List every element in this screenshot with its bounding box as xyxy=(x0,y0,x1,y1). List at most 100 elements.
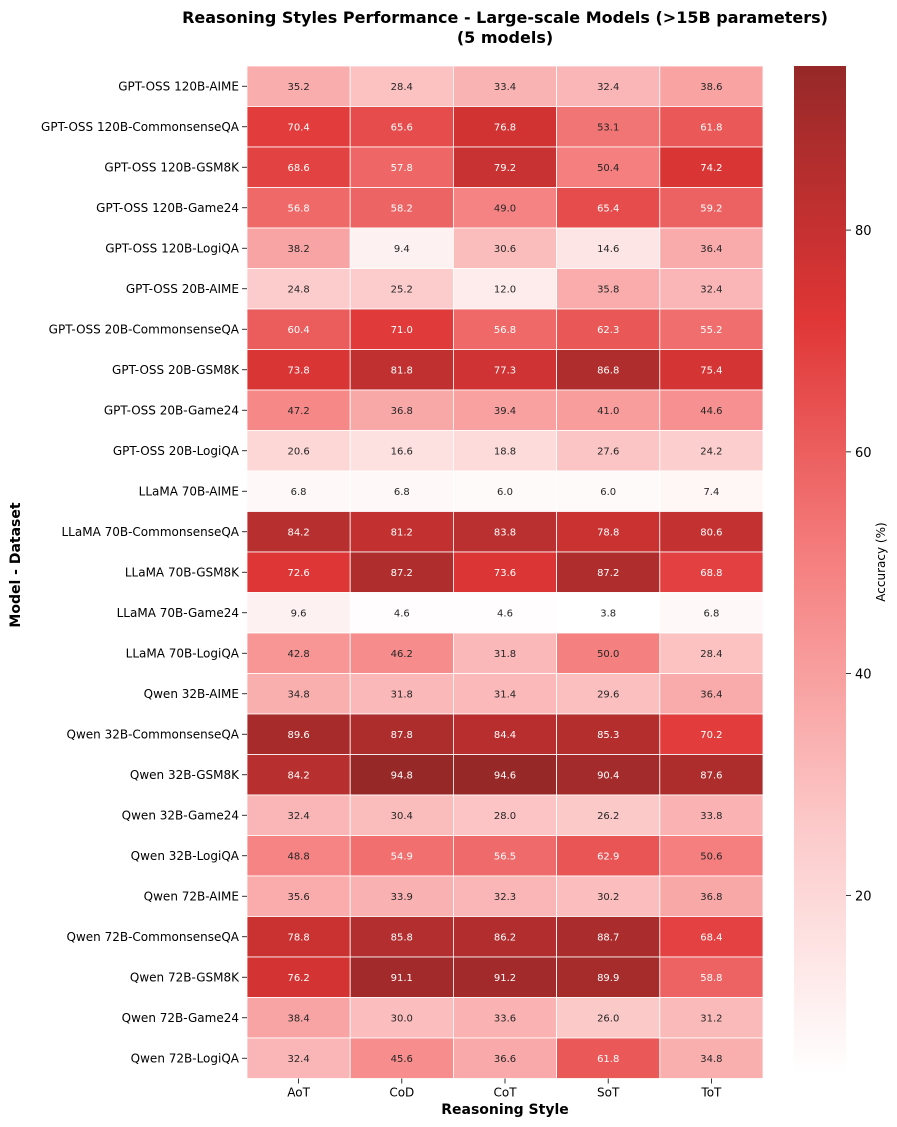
y-tick-label: LLaMA 70B-Game24 xyxy=(117,606,239,620)
heatmap-cell xyxy=(452,1037,557,1079)
y-tick-label: LLaMA 70B-GSM8K xyxy=(125,565,240,579)
column-labels: AoT CoD CoT SoT ToT xyxy=(287,1078,722,1100)
y-tick-label: Qwen 32B-Game24 xyxy=(122,808,239,822)
heatmap-cell xyxy=(349,673,454,715)
cell-value-label: 59.2 xyxy=(700,203,722,214)
cell-value-label: 44.6 xyxy=(700,406,722,417)
heatmap-cell xyxy=(349,349,454,391)
heatmap-cell xyxy=(556,997,661,1039)
cell-value-label: 85.3 xyxy=(597,730,619,741)
colorbar-tick-label: 20 xyxy=(855,889,872,904)
cell-value-label: 6.0 xyxy=(497,487,513,498)
heatmap-cell xyxy=(452,835,557,877)
heatmap-cell xyxy=(659,389,764,431)
heatmap-cell xyxy=(659,65,764,107)
row-labels: GPT-OSS 120B-AIME GPT-OSS 120B-Commonsens… xyxy=(41,79,247,1065)
cell-value-label: 54.9 xyxy=(391,851,413,862)
cell-value-label: 41.0 xyxy=(597,406,619,417)
cell-value-label: 68.8 xyxy=(700,568,722,579)
cell-value-label: 33.8 xyxy=(700,811,722,822)
heatmap-cell xyxy=(246,592,351,634)
heatmap-cell xyxy=(659,673,764,715)
heatmap-cell xyxy=(556,430,661,472)
heatmap-cell xyxy=(452,754,557,796)
cell-value-label: 30.0 xyxy=(391,1013,413,1024)
cell-value-label: 32.4 xyxy=(700,284,722,295)
cell-value-label: 73.8 xyxy=(287,365,309,376)
cell-value-label: 87.6 xyxy=(700,770,722,781)
cell-value-label: 24.2 xyxy=(700,446,722,457)
cell-value-label: 32.4 xyxy=(287,1054,309,1065)
cell-value-label: 61.8 xyxy=(700,122,722,133)
cell-value-label: 78.8 xyxy=(287,932,309,943)
cell-value-label: 84.2 xyxy=(287,770,309,781)
cell-value-label: 29.6 xyxy=(597,689,619,700)
heatmap-cell xyxy=(349,187,454,229)
cell-value-label: 38.2 xyxy=(287,244,309,255)
heatmap-cell xyxy=(349,794,454,836)
heatmap-cell xyxy=(349,389,454,431)
heatmap-cell xyxy=(246,308,351,350)
heatmap-cell xyxy=(452,268,557,310)
heatmap-cell xyxy=(556,632,661,674)
heatmap-cell xyxy=(452,146,557,188)
heatmap-cell xyxy=(246,430,351,472)
cell-value-label: 61.8 xyxy=(597,1054,619,1065)
y-tick-label: GPT-OSS 20B-LogiQA xyxy=(113,444,240,458)
y-tick-label: GPT-OSS 120B-CommonsenseQA xyxy=(41,120,240,134)
cell-value-label: 6.8 xyxy=(703,608,719,619)
cell-value-label: 36.8 xyxy=(700,892,722,903)
heatmap-cell xyxy=(452,875,557,917)
cell-value-label: 14.6 xyxy=(597,244,619,255)
cell-value-label: 50.4 xyxy=(597,163,619,174)
heatmap-cell xyxy=(659,268,764,310)
heatmap-cell xyxy=(246,1037,351,1079)
x-tick-label: CoD xyxy=(389,1086,414,1100)
cell-value-label: 9.4 xyxy=(394,244,410,255)
heatmap-cell xyxy=(659,227,764,269)
heatmap-cell xyxy=(556,835,661,877)
x-tick-label: AoT xyxy=(287,1086,310,1100)
cell-value-label: 47.2 xyxy=(287,406,309,417)
cell-value-label: 55.2 xyxy=(700,325,722,336)
y-tick-label: LLaMA 70B-CommonsenseQA xyxy=(61,525,239,539)
colorbar-gradient xyxy=(794,66,846,1075)
cell-value-label: 53.1 xyxy=(597,122,619,133)
heatmap-cell xyxy=(452,227,557,269)
cell-value-label: 34.8 xyxy=(700,1054,722,1065)
cell-value-label: 35.8 xyxy=(597,284,619,295)
y-tick-label: GPT-OSS 20B-AIME xyxy=(126,282,239,296)
heatmap-cell xyxy=(556,713,661,755)
y-tick-label: Qwen 32B-CommonsenseQA xyxy=(67,727,240,741)
heatmap-cell xyxy=(659,916,764,958)
cell-value-label: 76.2 xyxy=(287,973,309,984)
cell-value-label: 36.8 xyxy=(391,406,413,417)
y-tick-label: Qwen 72B-GSM8K xyxy=(130,970,240,984)
heatmap-cell xyxy=(452,956,557,998)
y-tick-label: Qwen 72B-CommonsenseQA xyxy=(67,930,240,944)
heatmap-cell xyxy=(349,146,454,188)
y-axis-title: Model - Dataset xyxy=(8,502,24,627)
heatmap-cell xyxy=(349,632,454,674)
y-tick-label: LLaMA 70B-AIME xyxy=(139,484,239,498)
y-tick-label: GPT-OSS 20B-Game24 xyxy=(104,403,239,417)
heatmap-cell xyxy=(659,754,764,796)
heatmap-cell xyxy=(556,511,661,553)
cell-value-label: 70.2 xyxy=(700,730,722,741)
heatmap-cell xyxy=(349,227,454,269)
cell-value-label: 9.6 xyxy=(291,608,307,619)
cell-value-label: 32.4 xyxy=(597,82,619,93)
cell-value-label: 58.8 xyxy=(700,973,722,984)
heatmap-cell xyxy=(556,551,661,593)
heatmap-cell xyxy=(452,349,557,391)
heatmap-cell xyxy=(556,470,661,512)
cell-value-label: 32.3 xyxy=(494,892,516,903)
heatmap-cell xyxy=(246,65,351,107)
colorbar: 20 40 60 80 xyxy=(794,66,872,1075)
cell-value-label: 31.2 xyxy=(700,1013,722,1024)
x-tick-label: SoT xyxy=(597,1086,620,1100)
cell-value-label: 81.8 xyxy=(391,365,413,376)
cell-value-label: 50.0 xyxy=(597,649,619,660)
cell-value-label: 33.4 xyxy=(494,82,516,93)
cell-value-label: 30.2 xyxy=(597,892,619,903)
